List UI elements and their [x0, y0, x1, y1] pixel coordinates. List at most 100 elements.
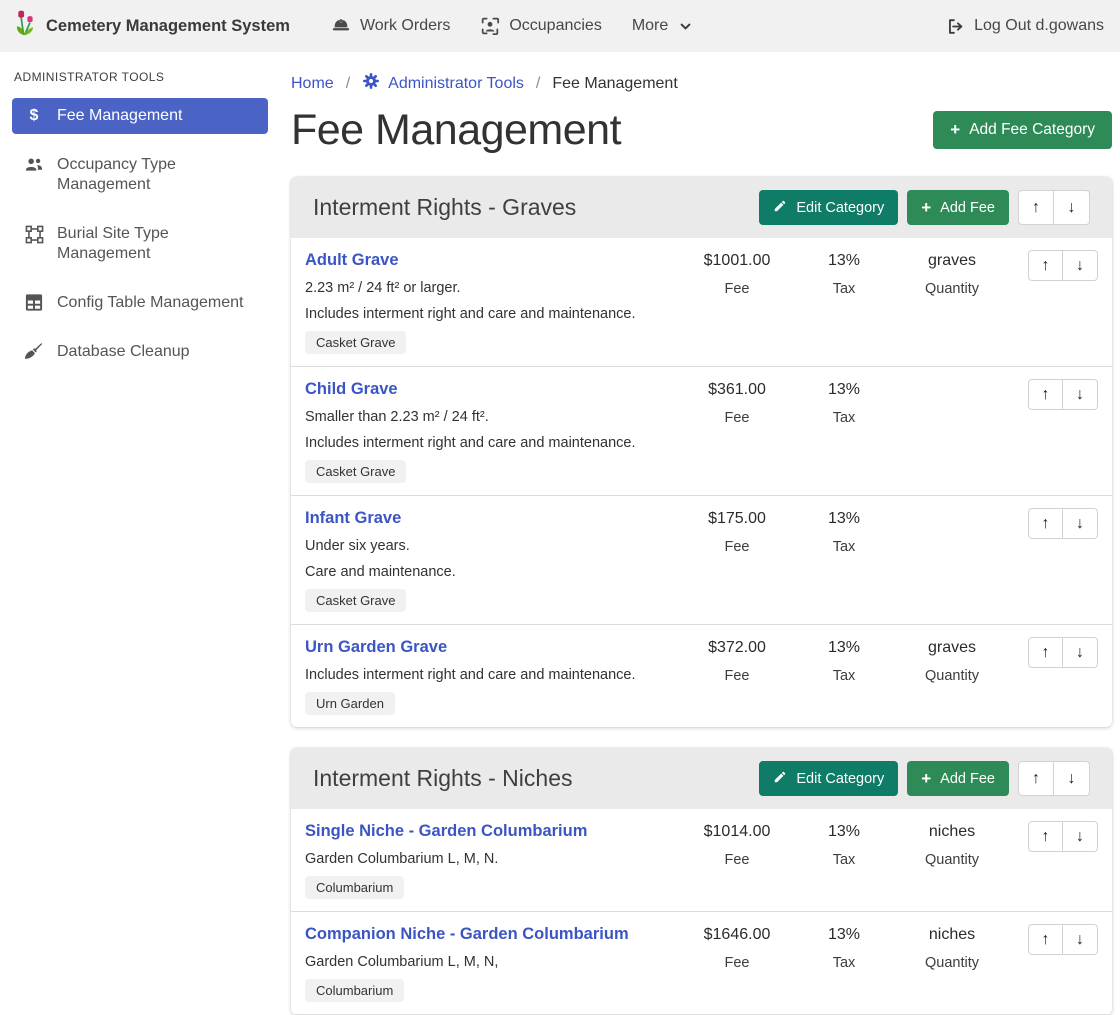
fee-amount: $1014.00 Fee: [682, 821, 792, 870]
breadcrumb-separator: /: [346, 75, 350, 93]
move-fee-up-button[interactable]: ↑: [1028, 821, 1063, 852]
breadcrumb-current: Fee Management: [552, 75, 677, 93]
move-fee-up-button[interactable]: ↑: [1028, 924, 1063, 955]
fee-name-link[interactable]: Adult Grave: [305, 250, 399, 270]
nav-item-work-orders[interactable]: Work Orders: [316, 8, 465, 44]
add-fee-button[interactable]: + Add Fee: [907, 190, 1009, 225]
fee-amount: $175.00 Fee: [682, 508, 792, 557]
move-fee-down-button[interactable]: ↓: [1063, 924, 1098, 955]
fee-row-adult-grave: Adult Grave 2.23 m² / 24 ft² or larger. …: [291, 238, 1112, 367]
chevron-down-icon: [679, 20, 692, 33]
add-fee-button[interactable]: + Add Fee: [907, 761, 1009, 796]
sidebar-item-label: Burial Site Type Management: [57, 224, 256, 264]
fee-name-link[interactable]: Companion Niche - Garden Columbarium: [305, 924, 629, 944]
fee-description: Under six years.: [305, 536, 682, 556]
fee-description: Includes interment right and care and ma…: [305, 665, 682, 685]
category-title: Interment Rights - Graves: [313, 194, 759, 221]
hard-hat-icon: [331, 16, 351, 36]
move-category-down-button[interactable]: ↓: [1054, 190, 1090, 225]
move-fee-down-button[interactable]: ↓: [1063, 637, 1098, 668]
vector-square-icon: [24, 225, 44, 244]
nav-item-occupancies[interactable]: Occupancies: [465, 8, 617, 44]
fee-amount-label: Fee: [682, 666, 792, 686]
fee-name-link[interactable]: Child Grave: [305, 379, 398, 399]
pencil-icon: [773, 770, 787, 788]
fee-row-child-grave: Child Grave Smaller than 2.23 m² / 24 ft…: [291, 367, 1112, 496]
edit-category-button[interactable]: Edit Category: [759, 190, 898, 225]
add-fee-category-button[interactable]: + Add Fee Category: [933, 111, 1112, 149]
fee-tax-label: Tax: [792, 666, 896, 686]
breadcrumb-admin-tools-link[interactable]: Administrator Tools: [362, 72, 524, 95]
fee-tax-value: 13%: [792, 925, 896, 945]
top-navbar: Cemetery Management System Work Orders O: [0, 0, 1120, 52]
fee-row-urn-garden-grave: Urn Garden Grave Includes interment righ…: [291, 625, 1112, 727]
fee-tax-label: Tax: [792, 279, 896, 299]
move-fee-down-button[interactable]: ↓: [1063, 508, 1098, 539]
fee-amount-label: Fee: [682, 850, 792, 870]
nav-item-more[interactable]: More: [617, 9, 707, 43]
fee-amount-label: Fee: [682, 953, 792, 973]
move-category-up-button[interactable]: ↑: [1018, 761, 1054, 796]
fee-quantity-label: Quantity: [896, 850, 1008, 870]
fee-category-card-graves: Interment Rights - Graves Edit Category …: [291, 177, 1112, 727]
move-fee-up-button[interactable]: ↑: [1028, 637, 1063, 668]
fee-name-link[interactable]: Urn Garden Grave: [305, 637, 447, 657]
move-fee-down-button[interactable]: ↓: [1063, 250, 1098, 281]
move-fee-up-button[interactable]: ↑: [1028, 379, 1063, 410]
breadcrumb-section-label: Administrator Tools: [388, 75, 524, 93]
edit-category-label: Edit Category: [796, 771, 884, 787]
sidebar: ADMINISTRATOR TOOLS $ Fee Management Occ…: [0, 52, 280, 939]
fee-tax-value: 13%: [792, 638, 896, 658]
pencil-icon: [773, 199, 787, 217]
move-fee-up-button[interactable]: ↑: [1028, 508, 1063, 539]
fee-type-badge: Casket Grave: [305, 331, 406, 354]
sidebar-item-label: Occupancy Type Management: [57, 155, 256, 195]
main-content: Home / Administrator Tool: [280, 52, 1120, 939]
fee-quantity-value: niches: [896, 925, 1008, 945]
fee-amount-value: $175.00: [682, 509, 792, 529]
app-title: Cemetery Management System: [46, 17, 290, 36]
fee-quantity: graves Quantity: [896, 637, 1008, 686]
category-header: Interment Rights - Niches Edit Category …: [291, 748, 1112, 809]
fee-type-badge: Columbarium: [305, 979, 404, 1002]
fee-quantity-label: Quantity: [896, 666, 1008, 686]
fee-row-infant-grave: Infant Grave Under six years. Care and m…: [291, 496, 1112, 625]
fee-description: Includes interment right and care and ma…: [305, 433, 682, 453]
fee-row-single-niche: Single Niche - Garden Columbarium Garden…: [291, 809, 1112, 912]
logout-button[interactable]: Log Out d.gowans: [931, 9, 1106, 44]
move-fee-up-button[interactable]: ↑: [1028, 250, 1063, 281]
move-category-up-button[interactable]: ↑: [1018, 190, 1054, 225]
add-fee-label: Add Fee: [940, 200, 995, 216]
fee-quantity-label: Quantity: [896, 279, 1008, 299]
fee-name-link[interactable]: Infant Grave: [305, 508, 401, 528]
sidebar-item-database-cleanup[interactable]: Database Cleanup: [12, 334, 268, 370]
fee-tax-value: 13%: [792, 380, 896, 400]
breadcrumb-home-link[interactable]: Home: [291, 75, 334, 93]
move-fee-down-button[interactable]: ↓: [1063, 379, 1098, 410]
sidebar-item-config-table-management[interactable]: Config Table Management: [12, 285, 268, 321]
fee-tax-label: Tax: [792, 850, 896, 870]
sidebar-item-occupancy-type-management[interactable]: Occupancy Type Management: [12, 147, 268, 203]
sidebar-item-fee-management[interactable]: $ Fee Management: [12, 98, 268, 134]
fee-amount-value: $1014.00: [682, 822, 792, 842]
plus-icon: +: [921, 201, 931, 215]
fee-amount-value: $1646.00: [682, 925, 792, 945]
dollar-icon: $: [24, 107, 44, 125]
category-header: Interment Rights - Graves Edit Category …: [291, 177, 1112, 238]
fee-tax-label: Tax: [792, 953, 896, 973]
gear-icon: [362, 72, 380, 95]
sidebar-item-burial-site-type-management[interactable]: Burial Site Type Management: [12, 216, 268, 272]
nav-item-label: Work Orders: [360, 17, 450, 35]
move-fee-down-button[interactable]: ↓: [1063, 821, 1098, 852]
edit-category-button[interactable]: Edit Category: [759, 761, 898, 796]
broom-icon: [24, 343, 44, 361]
sidebar-item-label: Database Cleanup: [57, 342, 190, 362]
move-category-down-button[interactable]: ↓: [1054, 761, 1090, 796]
fee-amount: $372.00 Fee: [682, 637, 792, 686]
fee-tax-value: 13%: [792, 509, 896, 529]
fee-name-link[interactable]: Single Niche - Garden Columbarium: [305, 821, 587, 841]
fee-type-badge: Urn Garden: [305, 692, 395, 715]
plus-icon: +: [921, 772, 931, 786]
app-brand[interactable]: Cemetery Management System: [14, 9, 290, 43]
fee-description: Garden Columbarium L, M, N,: [305, 952, 682, 972]
